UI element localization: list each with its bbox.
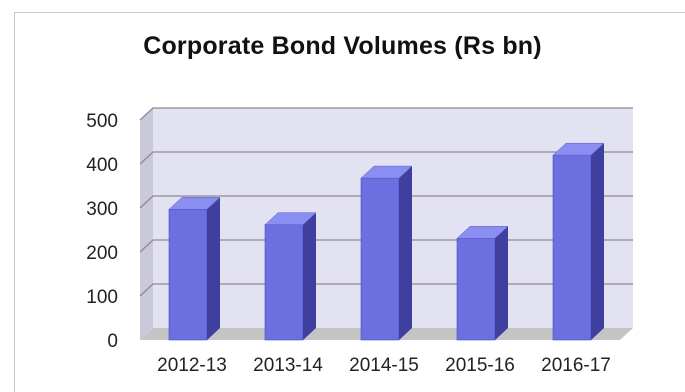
y-tick-label: 200: [86, 243, 118, 264]
bar-side-face: [303, 212, 316, 340]
bar: [168, 197, 221, 341]
y-tick-label: 500: [86, 111, 118, 132]
x-tick-label: 2016-17: [541, 355, 611, 376]
bar-top-face: [168, 197, 221, 210]
plot-left-wall: [140, 108, 153, 340]
x-tick-label: 2014-15: [349, 355, 419, 376]
bar-front-face: [264, 224, 304, 341]
x-tick-label: 2015-16: [445, 355, 515, 376]
bar-top-face: [360, 165, 413, 179]
bar-front-face: [168, 209, 208, 341]
chart-title: Corporate Bond Volumes (Rs bn): [143, 32, 542, 60]
chart-frame: [14, 12, 685, 392]
bar: [552, 142, 605, 341]
bar: [264, 212, 317, 341]
bar: [360, 165, 413, 341]
bar-side-face: [399, 166, 412, 340]
y-tick-label: 400: [86, 155, 118, 176]
y-tick-label: 100: [86, 287, 118, 308]
bar-front-face: [360, 177, 400, 341]
bar-side-face: [495, 226, 508, 340]
bar: [456, 226, 509, 341]
bar-front-face: [456, 238, 496, 341]
bar-side-face: [591, 143, 604, 340]
x-axis-ticks: 2012-13 2013-14 2014-15 2015-16 2016-17: [157, 355, 611, 376]
bar-top-face: [456, 226, 509, 239]
x-tick-label: 2012-13: [157, 355, 227, 376]
gridline: [139, 151, 633, 165]
bar-side-face: [207, 197, 220, 340]
bar-front-face: [552, 154, 592, 341]
y-axis-ticks: 0 100 200 300 400 500: [86, 111, 118, 352]
gridline: [139, 195, 633, 209]
bar-top-face: [552, 142, 605, 156]
y-tick-label: 0: [107, 331, 118, 352]
bar-top-face: [264, 212, 317, 225]
left-wall-panel: [140, 108, 153, 340]
gridline: [139, 107, 633, 121]
x-tick-label: 2013-14: [253, 355, 323, 376]
bars: [168, 142, 605, 341]
y-tick-label: 300: [86, 199, 118, 220]
